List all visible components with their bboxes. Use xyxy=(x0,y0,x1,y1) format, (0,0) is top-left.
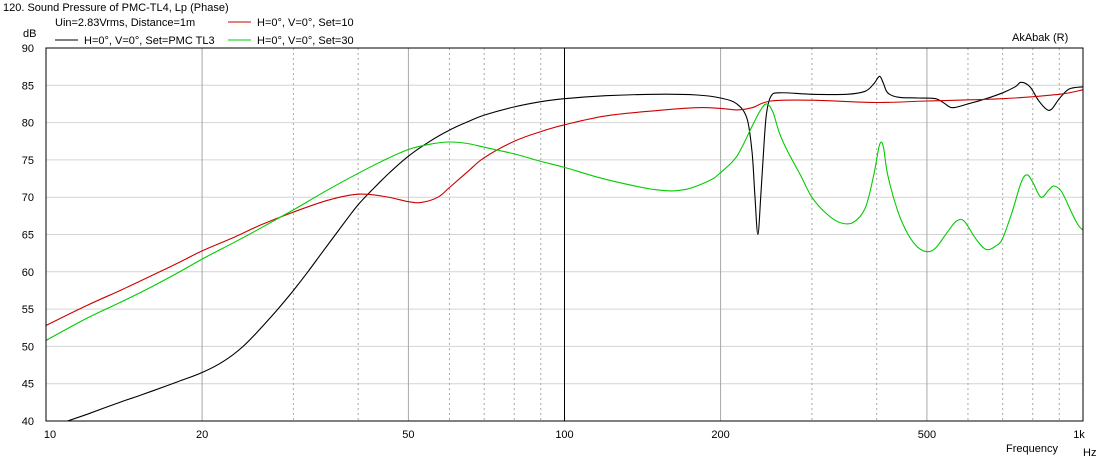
tick-labels: 90 85 80 75 70 65 60 55 50 45 40 10 20 50 100 200 500 1k xyxy=(22,43,1086,441)
x-tick-label: 10 xyxy=(44,429,56,441)
x-axis-unit: Hz xyxy=(1083,447,1096,459)
y-axis-label: dB xyxy=(23,28,36,40)
grid xyxy=(46,47,1083,422)
series-lines xyxy=(45,75,1084,422)
y-tick-label: 90 xyxy=(22,43,34,55)
y-tick-label: 70 xyxy=(22,192,34,204)
series-line-1 xyxy=(45,89,1084,326)
series-line-2 xyxy=(45,103,1084,341)
x-tick-label: 100 xyxy=(555,429,573,441)
plot-frame xyxy=(45,47,1084,422)
legend: H=0°, V=0°, Set=PMC TL3 H=0°, V=0°, Set=… xyxy=(55,17,354,47)
legend-label-set30: H=0°, V=0°, Set=30 xyxy=(257,35,354,47)
y-tick-label: 85 xyxy=(22,80,34,92)
x-axis-label: Frequency xyxy=(1006,443,1058,455)
legend-label-set10: H=0°, V=0°, Set=10 xyxy=(257,17,354,29)
x-tick-label: 500 xyxy=(918,429,936,441)
x-tick-label: 200 xyxy=(711,429,729,441)
x-tick-label: 50 xyxy=(402,429,414,441)
y-tick-label: 50 xyxy=(22,341,34,353)
y-tick-label: 80 xyxy=(22,118,34,130)
y-tick-label: 40 xyxy=(22,416,34,428)
y-tick-label: 55 xyxy=(22,304,34,316)
y-tick-label: 65 xyxy=(22,230,34,242)
chart-title: 120. Sound Pressure of PMC-TL4, Lp (Phas… xyxy=(3,2,229,14)
chart-subtitle: Uin=2.83Vrms, Distance=1m xyxy=(55,17,195,29)
watermark-label: AkAbak (R) xyxy=(1012,32,1068,44)
x-tick-label: 1k xyxy=(1073,429,1085,441)
legend-label-tl3: H=0°, V=0°, Set=PMC TL3 xyxy=(84,35,215,47)
x-tick-label: 20 xyxy=(196,429,208,441)
y-tick-label: 60 xyxy=(22,267,34,279)
y-tick-label: 45 xyxy=(22,379,34,391)
y-tick-label: 75 xyxy=(22,155,34,167)
